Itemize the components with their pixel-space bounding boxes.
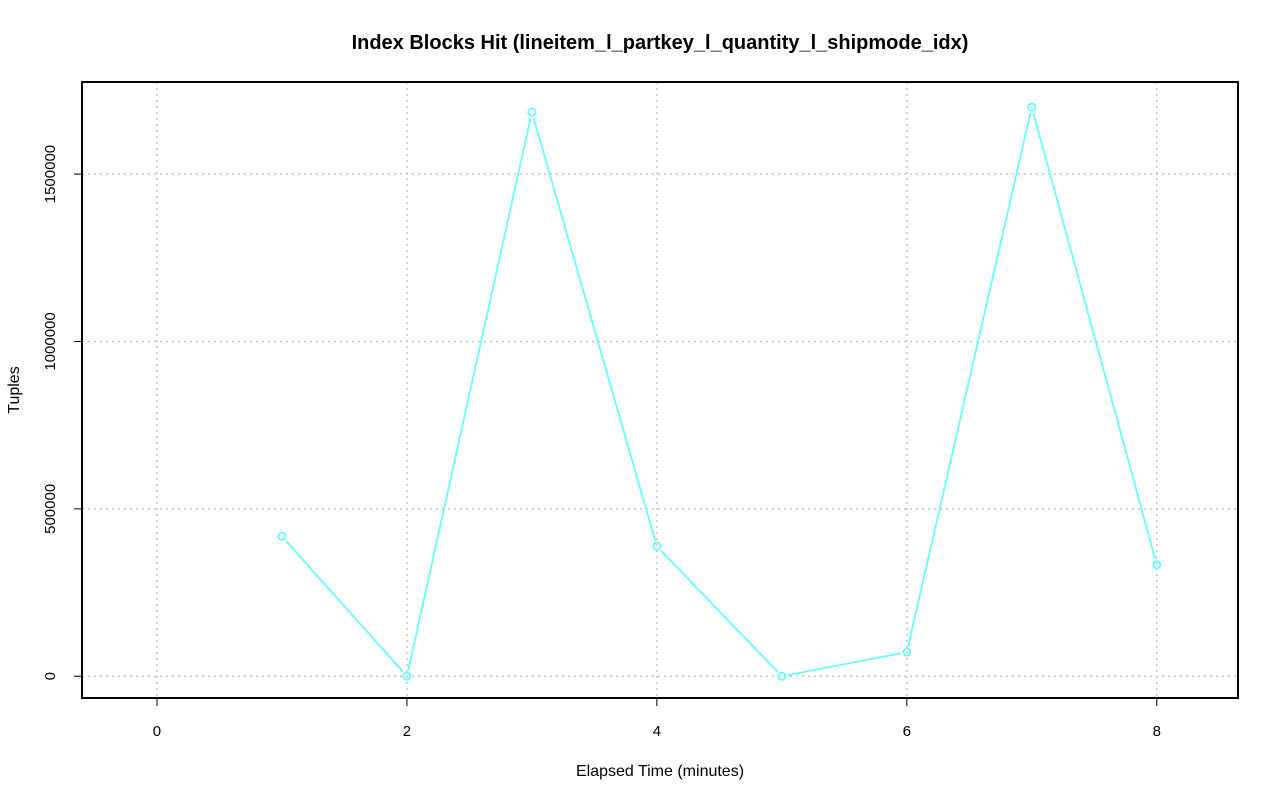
data-point (1027, 102, 1037, 112)
data-point (777, 671, 787, 681)
y-tick-label: 500000 (42, 484, 59, 534)
x-axis-label: Elapsed Time (minutes) (576, 763, 744, 780)
data-point (652, 541, 662, 551)
plot-frame (81, 81, 1239, 699)
series-segment (407, 117, 532, 671)
x-tick-label: 6 (903, 723, 911, 740)
series-segment (660, 550, 779, 673)
data-point (527, 107, 537, 117)
grid (82, 82, 1238, 698)
y-axis: 0 500000 1000000 1500000 (42, 145, 82, 680)
series-segment (907, 112, 1032, 647)
series-segment (787, 652, 902, 676)
y-tick-label: 1500000 (42, 145, 59, 203)
x-tick-label: 4 (653, 723, 661, 740)
x-axis: 0 2 4 6 8 (153, 698, 1161, 740)
data-point (902, 647, 912, 657)
data-point (1152, 560, 1162, 570)
chart-title: Index Blocks Hit (lineitem_l_partkey_l_q… (352, 32, 969, 54)
y-tick-label: 0 (42, 672, 59, 680)
series-segment (1032, 112, 1157, 560)
series-segment (532, 117, 657, 541)
data-point (402, 671, 412, 681)
y-tick-label: 1000000 (42, 312, 59, 370)
x-tick-label: 8 (1153, 723, 1161, 740)
y-axis-label: Tuples (6, 366, 23, 413)
series-segment (285, 540, 404, 673)
x-tick-label: 0 (153, 723, 161, 740)
x-tick-label: 2 (403, 723, 411, 740)
series-group (277, 102, 1162, 681)
data-point (277, 531, 287, 541)
